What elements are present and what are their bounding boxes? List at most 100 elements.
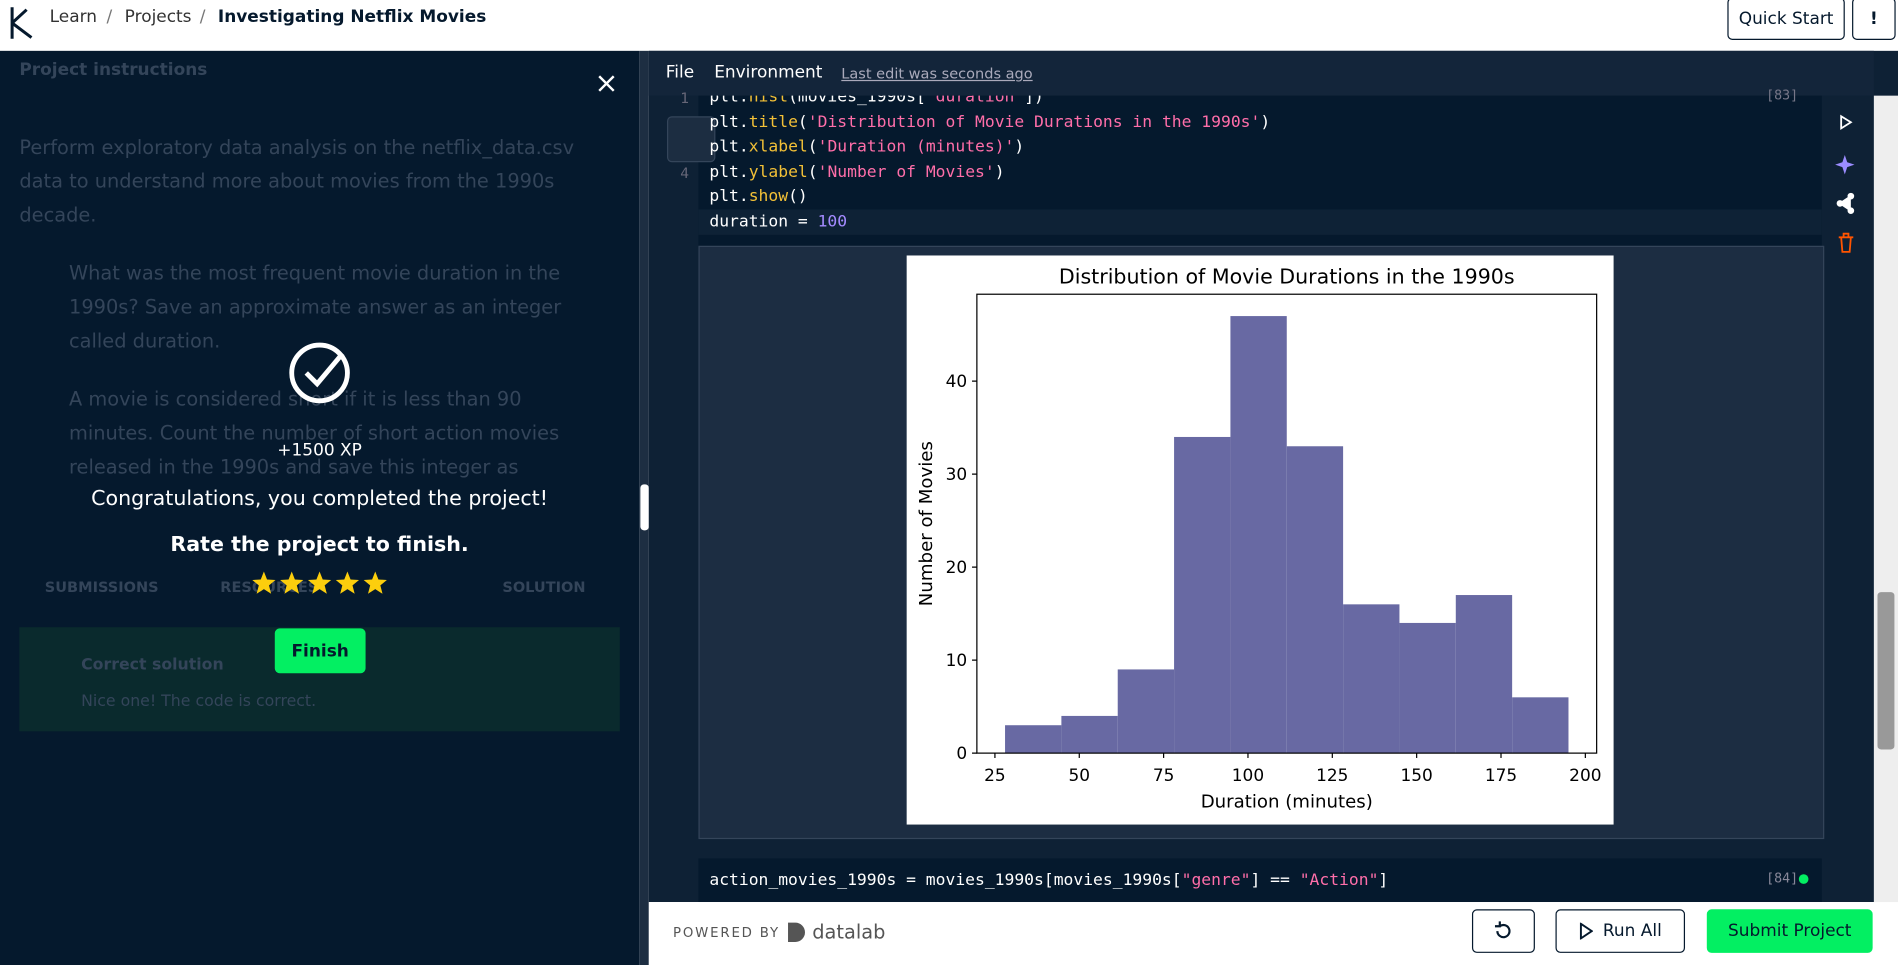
last-edit[interactable]: Last edit was seconds ago xyxy=(841,65,1033,83)
splitter-handle[interactable] xyxy=(640,484,649,531)
rate-prompt: Rate the project to finish. xyxy=(170,532,469,557)
code-token: plt. xyxy=(709,186,749,206)
bullet: What was the most frequent movie duratio… xyxy=(68,261,562,353)
scroll-thumb[interactable] xyxy=(1877,592,1895,750)
x-tick-label: 150 xyxy=(1400,765,1432,785)
bar xyxy=(1399,622,1456,754)
bar xyxy=(1343,604,1400,754)
exec-count: [83] xyxy=(1766,87,1799,103)
submit-button[interactable]: Submit Project xyxy=(1706,909,1873,953)
code-token: 'Distribution of Movie Durations in the … xyxy=(807,112,1261,132)
tab[interactable]: SUBMISSIONS xyxy=(44,578,159,596)
bar xyxy=(1061,715,1118,754)
code-cell[interactable] xyxy=(698,858,1822,903)
breadcrumb: Investigating Netflix Movies xyxy=(217,7,487,27)
code-cell[interactable] xyxy=(698,95,1822,246)
ai-button[interactable] xyxy=(1835,154,1855,175)
x-tick-label: 75 xyxy=(1153,765,1175,785)
code-line: duration = 100 xyxy=(709,209,847,233)
code-line: action_movies_1990s = movies_1990s[movie… xyxy=(709,868,1388,892)
y-tick-label: 10 xyxy=(946,650,968,670)
bar xyxy=(1286,446,1344,754)
congrats: Congratulations, you completed the proje… xyxy=(91,486,548,511)
breadcrumb[interactable]: Learn xyxy=(49,7,98,27)
run-all-label: Run All xyxy=(1602,921,1662,941)
finish-button[interactable]: Finish xyxy=(274,628,366,674)
exec-count: [84] xyxy=(1766,870,1799,887)
star-rating[interactable] xyxy=(251,569,391,598)
y-tick-label: 30 xyxy=(946,464,968,484)
share-button[interactable] xyxy=(1836,192,1855,215)
bar xyxy=(1455,595,1513,754)
bullet: A movie is considered short if it is les… xyxy=(68,387,560,479)
code-token: 'Number of Movies' xyxy=(817,162,995,182)
reset-button[interactable] xyxy=(1471,909,1535,953)
tab[interactable]: SOLUTION xyxy=(502,578,586,596)
x-tick-label: 175 xyxy=(1485,765,1517,785)
code-token: hist xyxy=(748,87,789,107)
datalab-logo xyxy=(788,922,805,943)
run-cell[interactable] xyxy=(1840,114,1853,130)
code-token: ) xyxy=(994,162,1005,182)
quick-start-button[interactable]: Quick Start xyxy=(1727,0,1845,40)
bar xyxy=(1117,669,1175,754)
code-token: plt. xyxy=(709,136,749,157)
code-token: xlabel xyxy=(748,136,808,157)
status-dot xyxy=(1798,874,1809,884)
x-tick-label: 200 xyxy=(1569,765,1601,785)
cell-toolbar xyxy=(1835,114,1855,253)
code-token: 'Duration (minutes)' xyxy=(817,136,1015,157)
delete-button[interactable] xyxy=(1838,232,1854,253)
code-line: plt.show() xyxy=(709,184,807,208)
active-line xyxy=(698,209,1822,235)
logo[interactable] xyxy=(7,5,38,41)
separator: / xyxy=(199,7,206,27)
brand: datalab xyxy=(812,920,886,944)
y-tick-label: 20 xyxy=(946,557,968,577)
separator: / xyxy=(106,7,113,27)
plot-frame xyxy=(976,293,1598,754)
code-token: duration = xyxy=(709,211,818,232)
code-token: ) xyxy=(1014,136,1025,157)
code-token: 'duration' xyxy=(925,87,1025,107)
code-token: plt. xyxy=(709,112,749,132)
code-line: plt.hist(movies_1990s['duration']) xyxy=(709,87,1044,109)
close-button[interactable] xyxy=(593,70,620,97)
notebook-menu: File Environment Last edit was seconds a… xyxy=(648,50,1874,96)
outline-button[interactable] xyxy=(666,116,716,163)
line-number: 1 xyxy=(680,89,690,107)
code-token: ] xyxy=(1378,870,1389,890)
menu-item[interactable]: Environment xyxy=(714,62,823,83)
y-tick-label: 0 xyxy=(956,743,967,763)
code-token: ( xyxy=(807,136,818,157)
code-token: plt. xyxy=(709,87,749,107)
code-token: (movies_1990s[ xyxy=(788,87,926,107)
x-tick-label: 25 xyxy=(984,765,1006,785)
result-title: Correct solution xyxy=(81,656,224,675)
scrollbar[interactable] xyxy=(1873,95,1898,903)
code-token: show xyxy=(748,186,789,206)
bar xyxy=(1174,436,1231,754)
bar xyxy=(1005,725,1062,754)
menu-item[interactable]: File xyxy=(665,62,695,83)
powered-by: POWERED BY xyxy=(673,925,780,941)
line-number: 4 xyxy=(680,164,690,182)
x-tick-label: 125 xyxy=(1316,765,1348,785)
header: Learn / Projects / Investigating Netflix… xyxy=(0,0,1898,53)
panel-title: Project instructions xyxy=(19,60,208,80)
code-token: action_movies_1990s = movies_1990s[movie… xyxy=(709,870,1182,890)
code-token: "Action" xyxy=(1299,870,1379,890)
info-button[interactable]: ! xyxy=(1852,0,1896,40)
instructions-panel: Project instructions Perform exploratory… xyxy=(0,50,640,965)
code-token: ( xyxy=(797,112,808,132)
run-all-button[interactable]: Run All xyxy=(1555,909,1686,953)
code-token: 100 xyxy=(817,211,848,232)
code-token: ( xyxy=(807,162,818,182)
chart-title: Distribution of Movie Durations in the 1… xyxy=(1059,264,1515,288)
breadcrumb[interactable]: Projects xyxy=(124,7,192,27)
check-icon xyxy=(289,342,350,404)
xp: +1500 XP xyxy=(277,440,362,461)
code-token: "genre" xyxy=(1181,870,1251,890)
